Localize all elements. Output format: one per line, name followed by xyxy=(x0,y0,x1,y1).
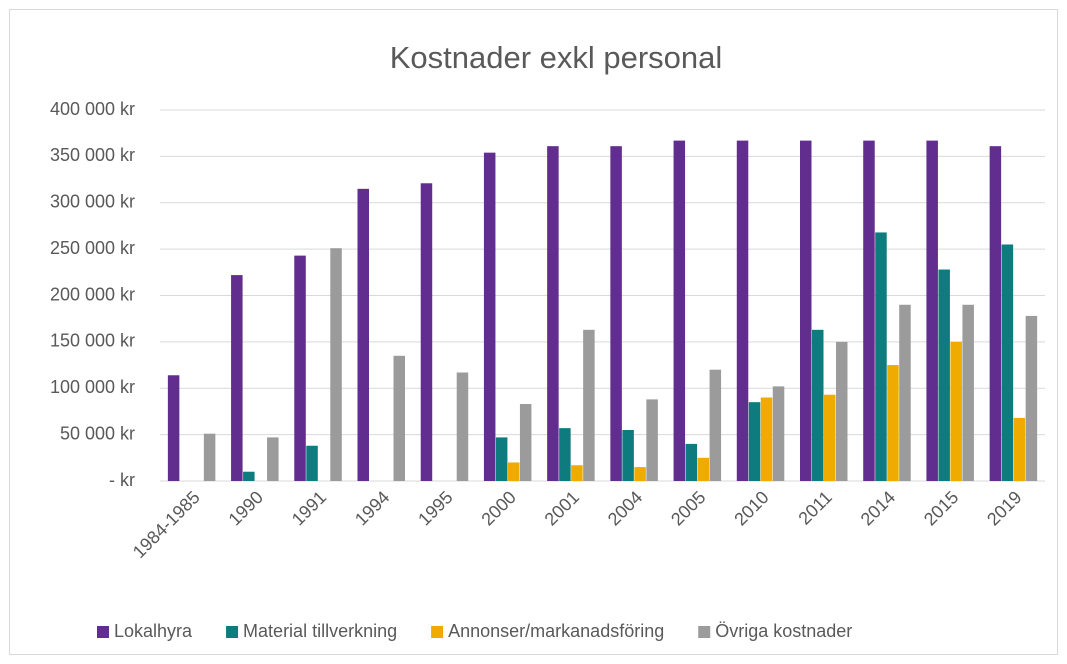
legend-label: Material tillverkning xyxy=(243,621,397,641)
legend-label: Lokalhyra xyxy=(114,621,193,641)
bar xyxy=(622,429,634,481)
chart-title: Kostnader exkl personal xyxy=(390,40,723,75)
bar xyxy=(989,146,1002,482)
bar xyxy=(330,248,342,481)
y-tick-label: 350 000 kr xyxy=(50,145,135,165)
bar xyxy=(772,386,785,481)
bar xyxy=(231,275,243,481)
bar xyxy=(456,372,469,481)
legend-label: Övriga kostnader xyxy=(715,621,852,641)
bar xyxy=(899,304,911,481)
y-tick-label: 150 000 kr xyxy=(50,331,135,351)
bar xyxy=(836,341,848,481)
bar xyxy=(646,399,658,481)
bar xyxy=(697,457,710,481)
y-tick-label: - kr xyxy=(109,470,135,490)
y-tick-label: 200 000 kr xyxy=(50,284,135,304)
bar xyxy=(507,462,520,481)
legend-swatch xyxy=(226,626,239,638)
legend-swatch xyxy=(431,626,444,638)
bar xyxy=(685,443,698,481)
bar xyxy=(420,183,433,481)
legend-swatch xyxy=(97,626,109,638)
bar xyxy=(167,375,180,481)
bar xyxy=(243,471,255,481)
bar xyxy=(495,437,508,481)
bar xyxy=(203,433,216,481)
bar xyxy=(887,365,899,481)
bar xyxy=(267,437,279,481)
bar xyxy=(748,402,761,481)
bar xyxy=(736,140,749,482)
legend-label: Annonser/markanadsföring xyxy=(448,621,664,641)
bar xyxy=(938,269,950,481)
bar xyxy=(547,146,559,482)
bar xyxy=(863,140,875,482)
bar xyxy=(583,329,595,481)
bar xyxy=(824,394,836,481)
legend-swatch xyxy=(698,626,711,638)
bar xyxy=(610,146,622,482)
bar xyxy=(1025,315,1038,481)
bar xyxy=(306,445,318,481)
bar xyxy=(1013,417,1026,481)
bar xyxy=(483,152,496,482)
bar xyxy=(393,355,405,481)
bar xyxy=(294,255,306,481)
y-tick-label: 100 000 kr xyxy=(50,377,135,397)
bar xyxy=(673,140,686,482)
y-tick-label: 400 000 kr xyxy=(50,99,135,119)
y-tick-label: 50 000 kr xyxy=(60,423,135,443)
bar xyxy=(800,140,812,482)
bar xyxy=(1001,244,1014,481)
bar xyxy=(950,341,962,481)
bar xyxy=(875,232,887,481)
bar xyxy=(760,397,773,481)
bar xyxy=(709,369,722,481)
bar xyxy=(519,404,532,481)
bar xyxy=(634,467,646,481)
bar xyxy=(559,428,571,481)
bar xyxy=(962,304,974,481)
y-tick-label: 250 000 kr xyxy=(50,238,135,258)
bar xyxy=(812,329,824,481)
bar xyxy=(357,188,369,481)
bar xyxy=(571,465,583,481)
bar xyxy=(926,140,938,482)
y-tick-label: 300 000 kr xyxy=(50,192,135,212)
